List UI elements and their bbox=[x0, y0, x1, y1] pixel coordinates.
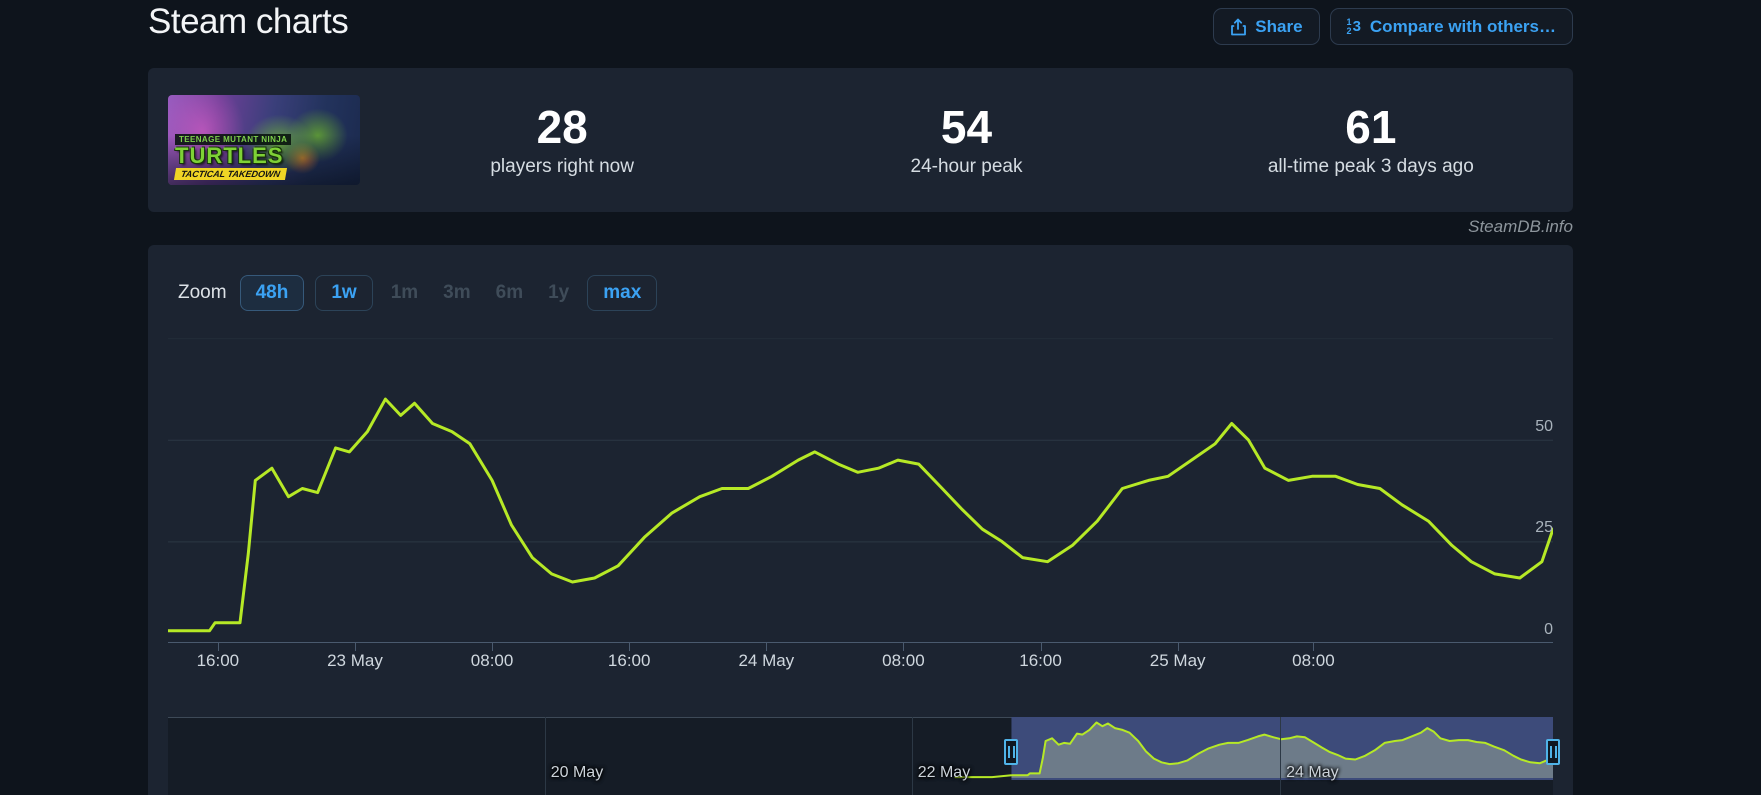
game-capsule-image[interactable]: TEENAGE MUTANT NINJA TURTLES TACTICAL TA… bbox=[168, 95, 360, 185]
player-stats-card: TEENAGE MUTANT NINJA TURTLES TACTICAL TA… bbox=[148, 68, 1573, 212]
x-axis-label-5: 08:00 bbox=[882, 651, 925, 670]
navigator-separator-1 bbox=[911, 717, 913, 795]
navigator-label-0: 20 May bbox=[550, 764, 604, 781]
zoom-option-6m: 6m bbox=[489, 275, 530, 311]
capsule-line2: TURTLES bbox=[175, 143, 284, 169]
stat-current-players: 28 players right now bbox=[360, 102, 764, 179]
stat-24h-peak-value: 54 bbox=[940, 100, 993, 153]
navigator-separator-2 bbox=[1280, 717, 1282, 795]
stats-row: 28 players right now 54 24-hour peak 61 … bbox=[360, 102, 1573, 179]
x-axis-label-8: 08:00 bbox=[1292, 651, 1335, 670]
players-chart-card: Zoom 48h 1w 1m 3m 6m 1y max 50 25 0 16:0… bbox=[148, 245, 1573, 795]
x-axis-label-6: 16:00 bbox=[1019, 651, 1062, 670]
compare-button[interactable]: 1 2 3 Compare with others… bbox=[1329, 8, 1573, 45]
stat-alltime-peak-value: 61 bbox=[1345, 100, 1397, 153]
x-axis-label-0: 16:00 bbox=[196, 651, 240, 670]
x-axis-label-3: 16:00 bbox=[607, 651, 651, 670]
x-axis-label-2: 08:00 bbox=[470, 651, 514, 670]
y-axis-label-25: 25 bbox=[1535, 519, 1553, 537]
navigator-label-1: 22 May bbox=[917, 764, 971, 781]
zoom-option-1m: 1m bbox=[384, 275, 425, 311]
zoom-option-max[interactable]: max bbox=[587, 275, 658, 311]
share-button-label: Share bbox=[1255, 16, 1303, 36]
navigator-chart[interactable] bbox=[168, 717, 1553, 795]
stat-current-players-value: 28 bbox=[536, 100, 588, 153]
zoom-option-1y: 1y bbox=[541, 275, 576, 311]
x-axis-label-4: 24 May bbox=[738, 651, 795, 670]
compare-button-label: Compare with others… bbox=[1369, 16, 1556, 36]
game-capsule-title: TEENAGE MUTANT NINJA TURTLES TACTICAL TA… bbox=[173, 134, 292, 180]
navigator-left-handle[interactable] bbox=[1004, 739, 1019, 765]
x-axis-label-7: 25 May bbox=[1149, 651, 1206, 670]
stat-24h-peak-label: 24-hour peak bbox=[910, 156, 1023, 178]
zoom-label: Zoom bbox=[178, 282, 227, 303]
stat-current-players-label: players right now bbox=[490, 156, 634, 178]
share-icon bbox=[1230, 18, 1247, 36]
players-chart-plot[interactable] bbox=[168, 330, 1553, 652]
zoom-option-3m: 3m bbox=[436, 275, 477, 311]
header-actions: Share 1 2 3 Compare with others… bbox=[1213, 8, 1573, 45]
zoom-option-1w[interactable]: 1w bbox=[315, 275, 373, 311]
navigator-right-handle[interactable] bbox=[1546, 739, 1560, 765]
share-button[interactable]: Share bbox=[1213, 8, 1320, 45]
navigator-separator-0 bbox=[544, 717, 546, 795]
capsule-line3: TACTICAL TAKEDOWN bbox=[173, 168, 288, 180]
page-title: Steam charts bbox=[148, 2, 349, 41]
zoom-controls: Zoom 48h 1w 1m 3m 6m 1y max bbox=[178, 275, 658, 311]
y-axis-label-0: 0 bbox=[1544, 621, 1553, 638]
stat-24h-peak: 54 24-hour peak bbox=[764, 102, 1168, 179]
navigator-label-2: 24 May bbox=[1286, 764, 1339, 781]
compare-icon: 1 2 3 bbox=[1346, 16, 1361, 36]
stat-alltime-peak: 61 all-time peak 3 days ago bbox=[1169, 102, 1573, 179]
stat-alltime-peak-label: all-time peak 3 days ago bbox=[1267, 156, 1474, 178]
zoom-option-48h[interactable]: 48h bbox=[239, 275, 305, 311]
y-axis-label-50: 50 bbox=[1535, 417, 1553, 435]
x-axis-label-1: 23 May bbox=[327, 651, 383, 670]
steamdb-watermark: SteamDB.info bbox=[1468, 217, 1573, 236]
capsule-line1: TEENAGE MUTANT NINJA bbox=[175, 134, 292, 146]
